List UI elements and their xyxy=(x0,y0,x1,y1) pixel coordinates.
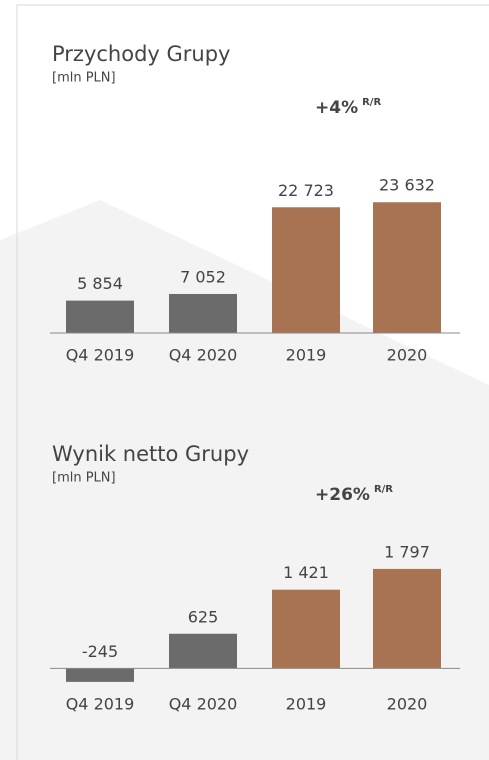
x-tick-label: 2020 xyxy=(387,346,428,365)
x-tick-label: 2019 xyxy=(286,346,327,365)
x-tick-label: Q4 2020 xyxy=(169,695,238,714)
bar xyxy=(373,202,441,333)
value-label: 22 723 xyxy=(278,181,334,200)
annotation: +26% R/R xyxy=(315,484,393,505)
annotation: +4% R/R xyxy=(315,97,381,118)
annotation-suffix: R/R xyxy=(362,97,381,108)
value-label: 23 632 xyxy=(379,176,435,195)
bar xyxy=(272,207,340,333)
annotation-suffix: R/R xyxy=(374,484,393,495)
value-label: 7 052 xyxy=(180,267,226,286)
chart-subtitle: [mln PLN] xyxy=(52,471,116,486)
bar xyxy=(66,300,134,333)
value-label: 1 421 xyxy=(283,563,329,582)
chart-title: Przychody Grupy xyxy=(52,42,231,66)
value-label: 625 xyxy=(188,607,219,626)
bar xyxy=(373,568,441,669)
x-tick-label: Q4 2019 xyxy=(66,695,135,714)
bar xyxy=(169,633,237,669)
x-tick-label: Q4 2020 xyxy=(169,346,238,365)
background-shape xyxy=(0,200,489,760)
annotation-value: +4% xyxy=(315,98,358,118)
x-tick-label: 2020 xyxy=(387,695,428,714)
chart-title: Wynik netto Grupy xyxy=(52,442,249,466)
value-label: 5 854 xyxy=(77,274,123,293)
x-tick-label: 2019 xyxy=(286,695,327,714)
bar xyxy=(66,668,134,682)
annotation-value: +26% xyxy=(315,485,370,505)
value-label: -245 xyxy=(82,642,118,661)
x-tick-label: Q4 2019 xyxy=(66,346,135,365)
bar xyxy=(272,589,340,669)
value-label: 1 797 xyxy=(384,542,430,561)
chart-subtitle: [mln PLN] xyxy=(52,71,116,86)
bar xyxy=(169,293,237,333)
frame xyxy=(16,4,489,760)
